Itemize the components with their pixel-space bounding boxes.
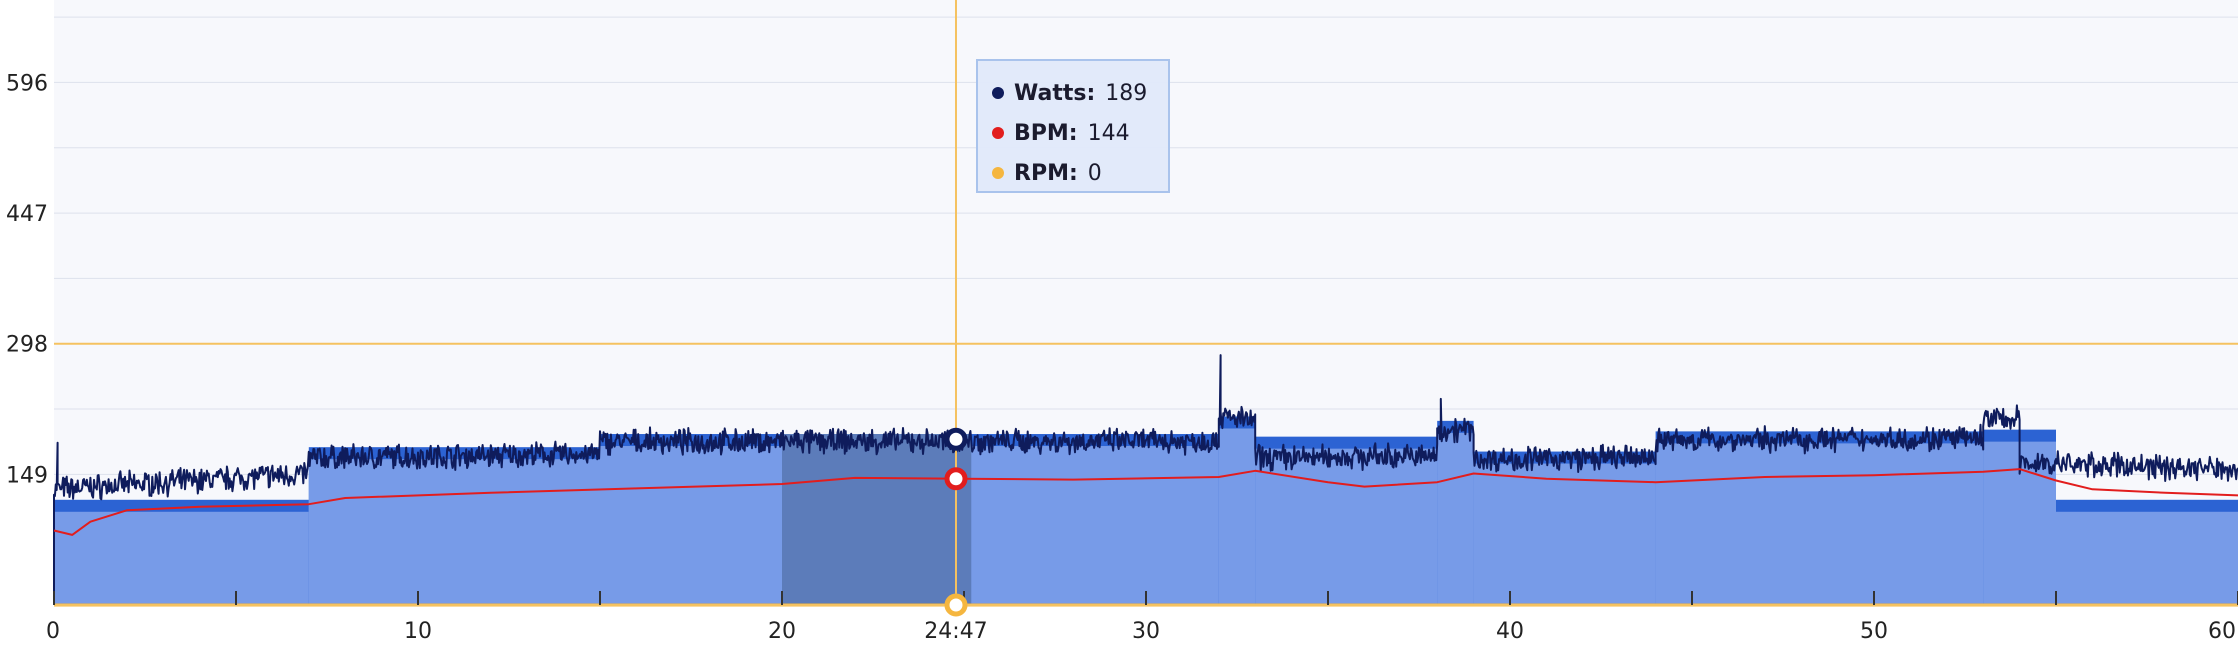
highlight-interval[interactable]	[782, 434, 972, 605]
x-tick-label: 20	[768, 619, 796, 644]
tooltip-row-watts: Watts: 189	[992, 73, 1168, 113]
x-tick-label: 10	[404, 619, 432, 644]
tooltip-row-rpm: RPM: 0	[992, 153, 1168, 193]
target-block	[1255, 448, 1438, 605]
y-tick-label: 596	[6, 71, 48, 96]
bpm-legend-dot	[992, 127, 1004, 139]
target-block	[1655, 443, 1984, 605]
target-block	[308, 459, 600, 605]
target-block	[2056, 511, 2238, 605]
rpm-legend-dot	[992, 167, 1004, 179]
tooltip-row-bpm: BPM: 144	[992, 113, 1168, 153]
cursor-marker-watts	[944, 427, 968, 451]
x-tick-label: 30	[1132, 619, 1160, 644]
y-tick-label: 447	[6, 202, 48, 227]
tooltip-watts-label: Watts:	[1014, 80, 1096, 106]
y-tick-label: 149	[6, 463, 48, 488]
tooltip-watts-value: 189	[1105, 80, 1148, 106]
x-tick-label: 60	[2208, 619, 2236, 644]
x-tick-label: 40	[1496, 619, 1524, 644]
series-bpm-line	[53, 468, 2238, 536]
cursor-marker-rpm	[944, 593, 968, 617]
watts-legend-dot	[992, 87, 1004, 99]
cursor-markers	[944, 427, 968, 617]
cursor-time-label: 24:47	[924, 619, 987, 644]
target-block	[1473, 463, 1656, 605]
series-watts-line	[53, 354, 2238, 605]
tooltip-rpm-label: RPM:	[1014, 160, 1078, 186]
target-block	[1437, 432, 1474, 605]
x-tick-label: 0	[46, 619, 60, 644]
y-axis: 149 298 447 596	[6, 71, 48, 488]
target-block	[1218, 428, 1256, 605]
x-tick-label: 50	[1860, 619, 1888, 644]
cursor-marker-bpm	[944, 467, 968, 491]
tooltip: Watts: 189 BPM: 144 RPM: 0	[976, 59, 1170, 193]
tooltip-bpm-value: 144	[1087, 120, 1130, 146]
tooltip-bpm-label: BPM:	[1014, 120, 1078, 146]
tooltip-rpm-value: 0	[1087, 160, 1102, 186]
y-tick-label: 298	[6, 333, 48, 358]
x-axis: 0 10 20 30 40 50 60	[46, 591, 2238, 644]
target-block	[54, 511, 309, 605]
